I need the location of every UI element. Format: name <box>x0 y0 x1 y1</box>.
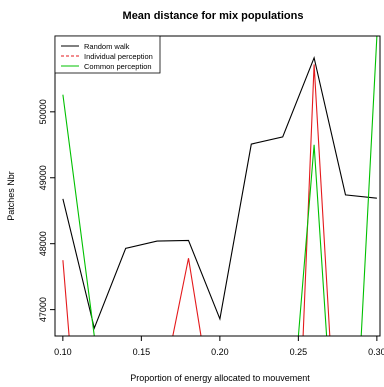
x-tick-label: 0.25 <box>290 347 308 357</box>
x-tick-label: 0.10 <box>54 347 72 357</box>
x-tick-label: 0.15 <box>133 347 151 357</box>
y-axis: 47000 48000 49000 50000 <box>38 99 55 322</box>
y-tick-label: 47000 <box>38 297 48 322</box>
legend-label: Random walk <box>84 42 130 51</box>
plot-frame <box>54 35 381 337</box>
series-line-0 <box>62 55 377 330</box>
y-tick-label: 50000 <box>38 99 48 124</box>
x-axis: 0.10 0.15 0.20 0.25 0.30 <box>54 336 384 357</box>
y-tick-label: 49000 <box>38 165 48 190</box>
legend-box <box>54 35 161 74</box>
x-tick-label: 0.20 <box>211 347 229 357</box>
x-axis-title: Proportion of energy allocated to mouvem… <box>130 373 310 383</box>
y-axis-title: Patches Nbr <box>6 171 16 221</box>
series-line-1 <box>62 64 331 337</box>
x-tick-label: 0.30 <box>368 347 384 357</box>
legend-label: Individual perception <box>84 52 153 61</box>
chart-title: Mean distance for mix populations <box>123 10 304 22</box>
series-layer <box>62 35 378 337</box>
series-line-2 <box>62 35 378 337</box>
legend-label: Common perception <box>84 62 152 71</box>
y-tick-label: 48000 <box>38 231 48 256</box>
